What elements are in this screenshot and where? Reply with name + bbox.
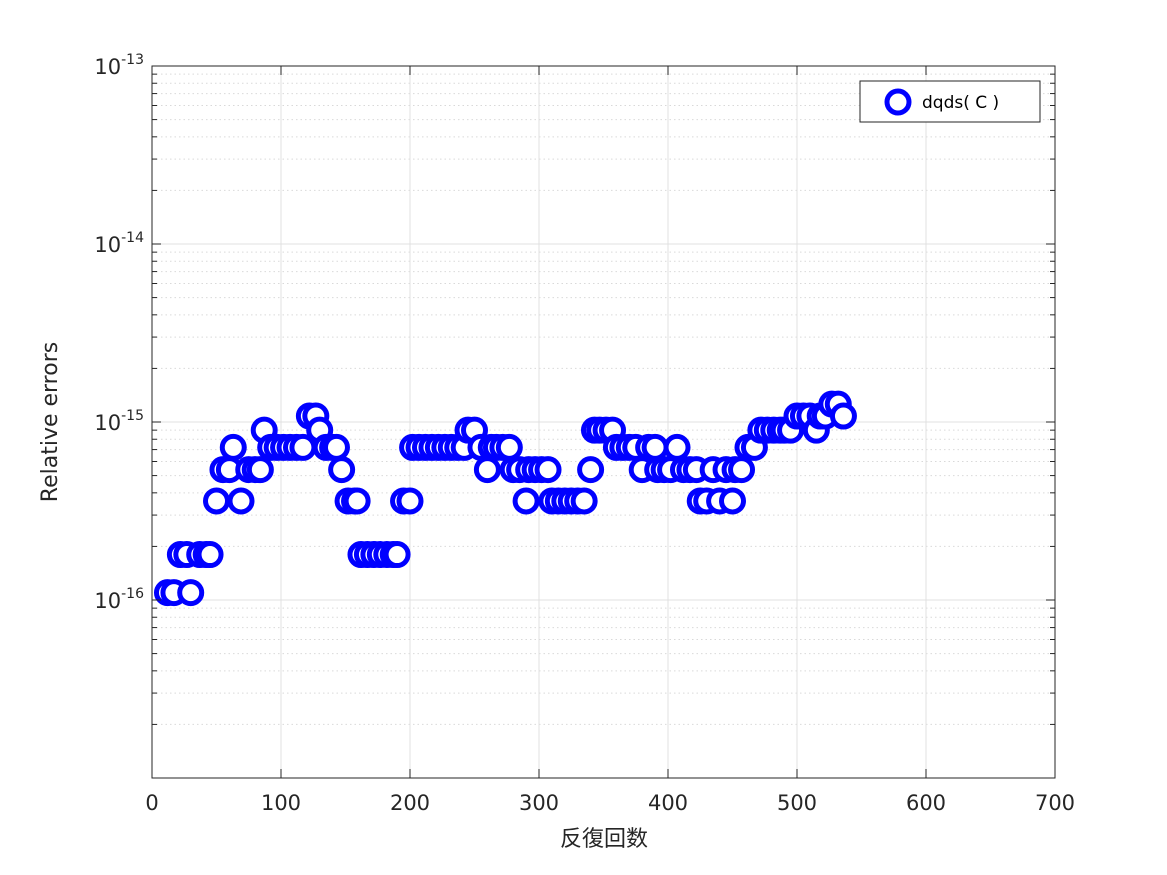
data-point (570, 487, 598, 515)
data-point (495, 433, 523, 461)
data-point (328, 456, 356, 484)
data-point (663, 433, 691, 461)
x-tick-label: 500 (777, 791, 817, 815)
x-tick-label: 0 (145, 791, 158, 815)
y-tick-label: 10-16 (94, 586, 144, 613)
x-tick-label: 200 (390, 791, 430, 815)
data-point (383, 541, 411, 569)
legend: dqds( C ) (859, 80, 1041, 123)
data-point (322, 433, 350, 461)
data-point (728, 456, 756, 484)
x-tick-label: 300 (519, 791, 559, 815)
data-point (246, 456, 274, 484)
data-point (719, 487, 746, 515)
data-points (153, 390, 857, 607)
x-tick-label: 400 (648, 791, 688, 815)
y-tick-label: 10-13 (94, 52, 144, 79)
x-tick-label: 700 (1035, 791, 1075, 815)
y-axis-title: Relative errors (38, 342, 63, 502)
data-point (512, 487, 540, 515)
data-point (641, 433, 669, 461)
data-point (396, 487, 424, 515)
data-point (219, 433, 247, 461)
data-point (343, 487, 371, 515)
data-point (473, 456, 501, 484)
x-tick-label: 100 (261, 791, 301, 815)
legend-marker (884, 88, 912, 116)
axis-ticks (151, 65, 1056, 778)
y-tick-label: 10-14 (94, 230, 144, 257)
data-point (534, 456, 562, 484)
data-point (829, 402, 857, 430)
y-tick-label: 10-15 (94, 408, 144, 435)
data-point (227, 487, 255, 515)
data-point (196, 541, 224, 569)
data-point (177, 579, 205, 607)
y-tick-labels: 10-13 10-14 10-15 10-16 (94, 52, 144, 613)
legend-label: dqds( C ) (922, 93, 999, 113)
data-point (203, 487, 230, 515)
data-point (577, 456, 605, 484)
x-tick-labels: 0 100 200 300 400 500 600 700 (145, 791, 1075, 815)
x-axis-title: 反復回数 (560, 827, 648, 852)
x-tick-label: 600 (906, 791, 946, 815)
